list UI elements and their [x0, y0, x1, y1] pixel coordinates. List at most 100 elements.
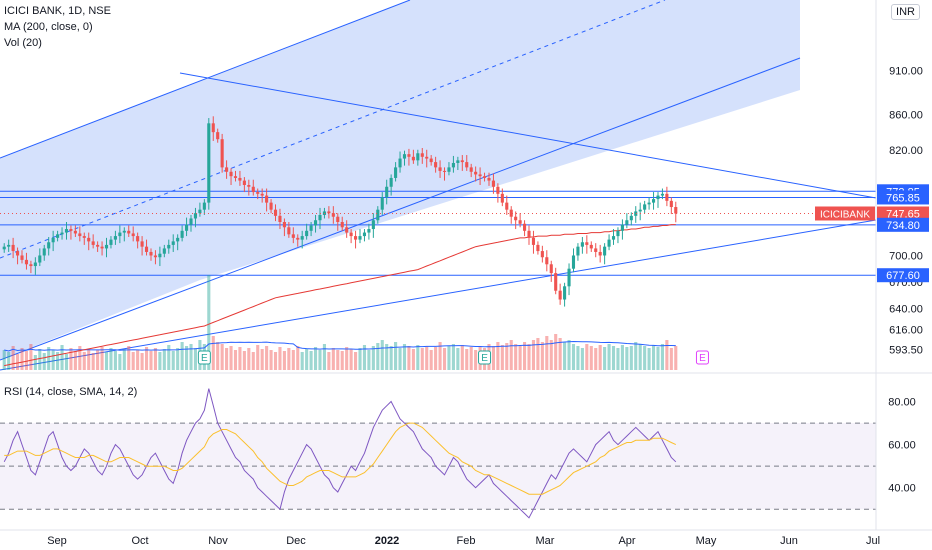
candle-body: [118, 232, 122, 237]
ma-legend[interactable]: MA (200, close, 0): [4, 21, 93, 33]
volume-bar: [82, 352, 86, 370]
volume-bar: [29, 344, 33, 370]
candle: [634, 206, 638, 223]
ma200-line: [4, 224, 676, 367]
candle-body: [69, 229, 73, 231]
candle-body: [136, 236, 140, 242]
symbol-title[interactable]: ICICI BANK, 1D, NSE: [4, 5, 111, 17]
volume-bar: [282, 351, 286, 370]
candle-body: [429, 158, 433, 163]
candle-body: [362, 232, 367, 237]
candle: [153, 250, 157, 265]
candle-body: [491, 180, 495, 187]
candle-body: [598, 251, 602, 256]
volume-bar: [598, 345, 602, 370]
volume-bar: [122, 349, 126, 370]
candle: [669, 197, 673, 215]
rsi-line: [3, 388, 677, 519]
volume-bar: [91, 353, 95, 370]
channel-drawing: [0, 0, 877, 371]
volume-bar: [362, 345, 367, 370]
candle: [16, 247, 20, 265]
candle: [251, 179, 255, 196]
candle: [189, 214, 193, 232]
volume-bar: [580, 348, 584, 370]
candle: [336, 213, 340, 231]
candle: [207, 118, 211, 210]
candle-body: [442, 170, 447, 172]
candle: [345, 220, 349, 238]
volume-bar: [296, 346, 300, 370]
volume-bar: [167, 345, 171, 370]
candle: [354, 230, 358, 249]
candle-body: [171, 241, 175, 245]
volume-bar: [514, 344, 518, 370]
volume-bar: [563, 342, 567, 370]
candle: [540, 245, 544, 263]
volume-bar: [69, 348, 73, 370]
volume-bar: [251, 352, 255, 370]
volume-bar: [220, 344, 224, 370]
candle: [69, 225, 73, 240]
currency-badge[interactable]: INR: [891, 4, 920, 20]
candle-body: [580, 242, 584, 247]
volume-bar: [385, 344, 389, 370]
volume-bar: [669, 348, 673, 370]
candle-body: [349, 232, 353, 237]
volume-bar: [118, 354, 122, 370]
volume-bar: [367, 350, 371, 370]
candle: [265, 188, 269, 212]
candle-body: [345, 227, 349, 233]
candle: [278, 208, 282, 230]
symbol-label-box: [815, 206, 875, 221]
price-tick-label: 700.00: [889, 250, 923, 262]
candle: [313, 214, 318, 233]
candle-body: [656, 195, 660, 200]
candle: [309, 222, 313, 237]
candle-body: [669, 200, 673, 208]
volume-bar: [505, 343, 509, 370]
candle-body: [269, 202, 273, 210]
volume-bar: [594, 348, 598, 370]
rsi-tick-label: 80.00: [888, 397, 916, 409]
candle: [674, 201, 678, 223]
candle-body: [665, 193, 669, 201]
volume-legend[interactable]: Vol (20): [4, 37, 42, 49]
volume-bar: [256, 345, 260, 370]
time-tick-label: Dec: [286, 535, 306, 547]
volume-bar: [20, 348, 24, 370]
candle: [456, 156, 460, 171]
candle: [296, 234, 300, 247]
candle: [47, 236, 51, 256]
candle-body: [340, 222, 344, 228]
candle-body: [273, 209, 278, 216]
candle-body: [100, 246, 104, 249]
candle: [465, 155, 469, 171]
candle-body: [167, 244, 171, 249]
candle: [576, 243, 580, 261]
volume-bar: [389, 346, 393, 370]
volume-bar: [589, 346, 593, 370]
candle: [33, 257, 37, 275]
candle-body: [478, 174, 482, 177]
candle: [113, 230, 117, 245]
price-label-box: [877, 217, 929, 232]
candle: [598, 244, 602, 263]
candle-body: [238, 177, 242, 181]
candle-body: [420, 153, 424, 157]
volume-bar: [287, 348, 291, 370]
volume-bar: [518, 346, 522, 370]
candle-body: [189, 218, 193, 225]
candle-body: [2, 246, 6, 250]
candle-body: [438, 167, 442, 171]
rsi-legend[interactable]: RSI (14, close, SMA, 14, 2): [4, 386, 138, 398]
volume-bar: [354, 352, 358, 370]
time-tick-label: Jun: [780, 535, 798, 547]
price-label-text: 765.85: [886, 192, 920, 204]
candle-body: [11, 244, 15, 252]
price-label-text: 734.80: [886, 220, 920, 232]
candle: [416, 149, 420, 166]
candle-body: [651, 199, 656, 203]
volume-bar: [225, 348, 229, 370]
